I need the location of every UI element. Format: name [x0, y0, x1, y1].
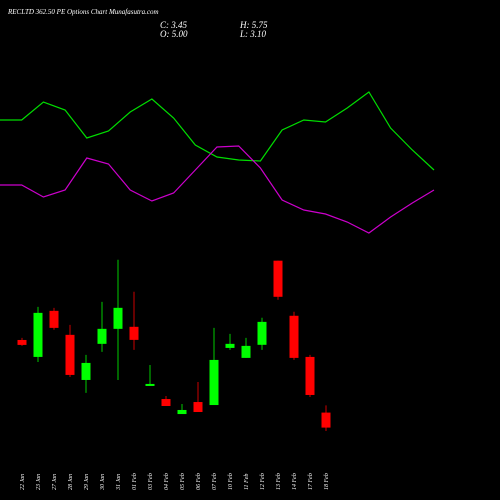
candle-body: [305, 356, 315, 395]
indicator-line: [0, 91, 435, 171]
candle-body: [129, 326, 139, 340]
candle-body: [209, 359, 219, 406]
x-tick-label: 05 Feb: [180, 473, 186, 490]
candle-body: [193, 402, 203, 413]
candle-body: [113, 307, 123, 329]
candle-body: [177, 409, 187, 415]
x-tick-label: 12 Feb: [260, 473, 266, 490]
candle-body: [225, 343, 235, 348]
candle-body: [17, 339, 27, 345]
candle-body: [145, 383, 155, 386]
x-tick-label: 17 Feb: [308, 473, 314, 490]
open-label: O: 5.00: [160, 29, 188, 39]
x-tick-label: 31 Jan: [116, 474, 122, 491]
x-tick-label: 13 Feb: [276, 473, 282, 490]
x-tick-label: 14 Feb: [291, 473, 298, 490]
x-tick-label: 27 Jan: [52, 474, 58, 490]
x-tick-label: 18 Feb: [324, 473, 330, 490]
x-tick-label: 06 Feb: [196, 473, 202, 490]
candle-body: [241, 345, 251, 358]
x-tick-label: 04 Feb: [163, 473, 170, 490]
candle-body: [65, 334, 75, 375]
x-tick-label: 30 Jan: [100, 474, 106, 491]
candle-body: [81, 362, 91, 380]
x-tick-label: 23 Jan: [36, 474, 42, 490]
candle-body: [273, 260, 283, 297]
candle-body: [97, 328, 107, 344]
candle-body: [289, 315, 299, 358]
x-tick-label: 28 Jan: [68, 474, 74, 490]
close-label: C: 3.45: [160, 20, 188, 30]
x-tick-label: 07 Feb: [212, 473, 218, 490]
indicator-line: [0, 145, 435, 234]
x-tick-label: 10 Feb: [228, 473, 234, 490]
x-tick-label: 11 Feb: [244, 474, 250, 490]
x-tick-label: 03 Feb: [148, 473, 154, 490]
low-label: L: 3.10: [239, 29, 267, 39]
x-tick-label: 22 Jan: [20, 474, 26, 490]
candle-body: [49, 310, 59, 328]
candle-body: [321, 412, 331, 428]
high-label: H: 5.75: [239, 20, 268, 30]
candle-body: [161, 399, 171, 407]
x-tick-label: 01 Feb: [132, 473, 138, 490]
candle-body: [33, 312, 43, 357]
x-tick-label: 29 Jan: [84, 474, 90, 490]
candle-body: [257, 321, 267, 345]
chart-title: RECLTD 362.50 PE Options Chart Munafasut…: [7, 8, 159, 16]
